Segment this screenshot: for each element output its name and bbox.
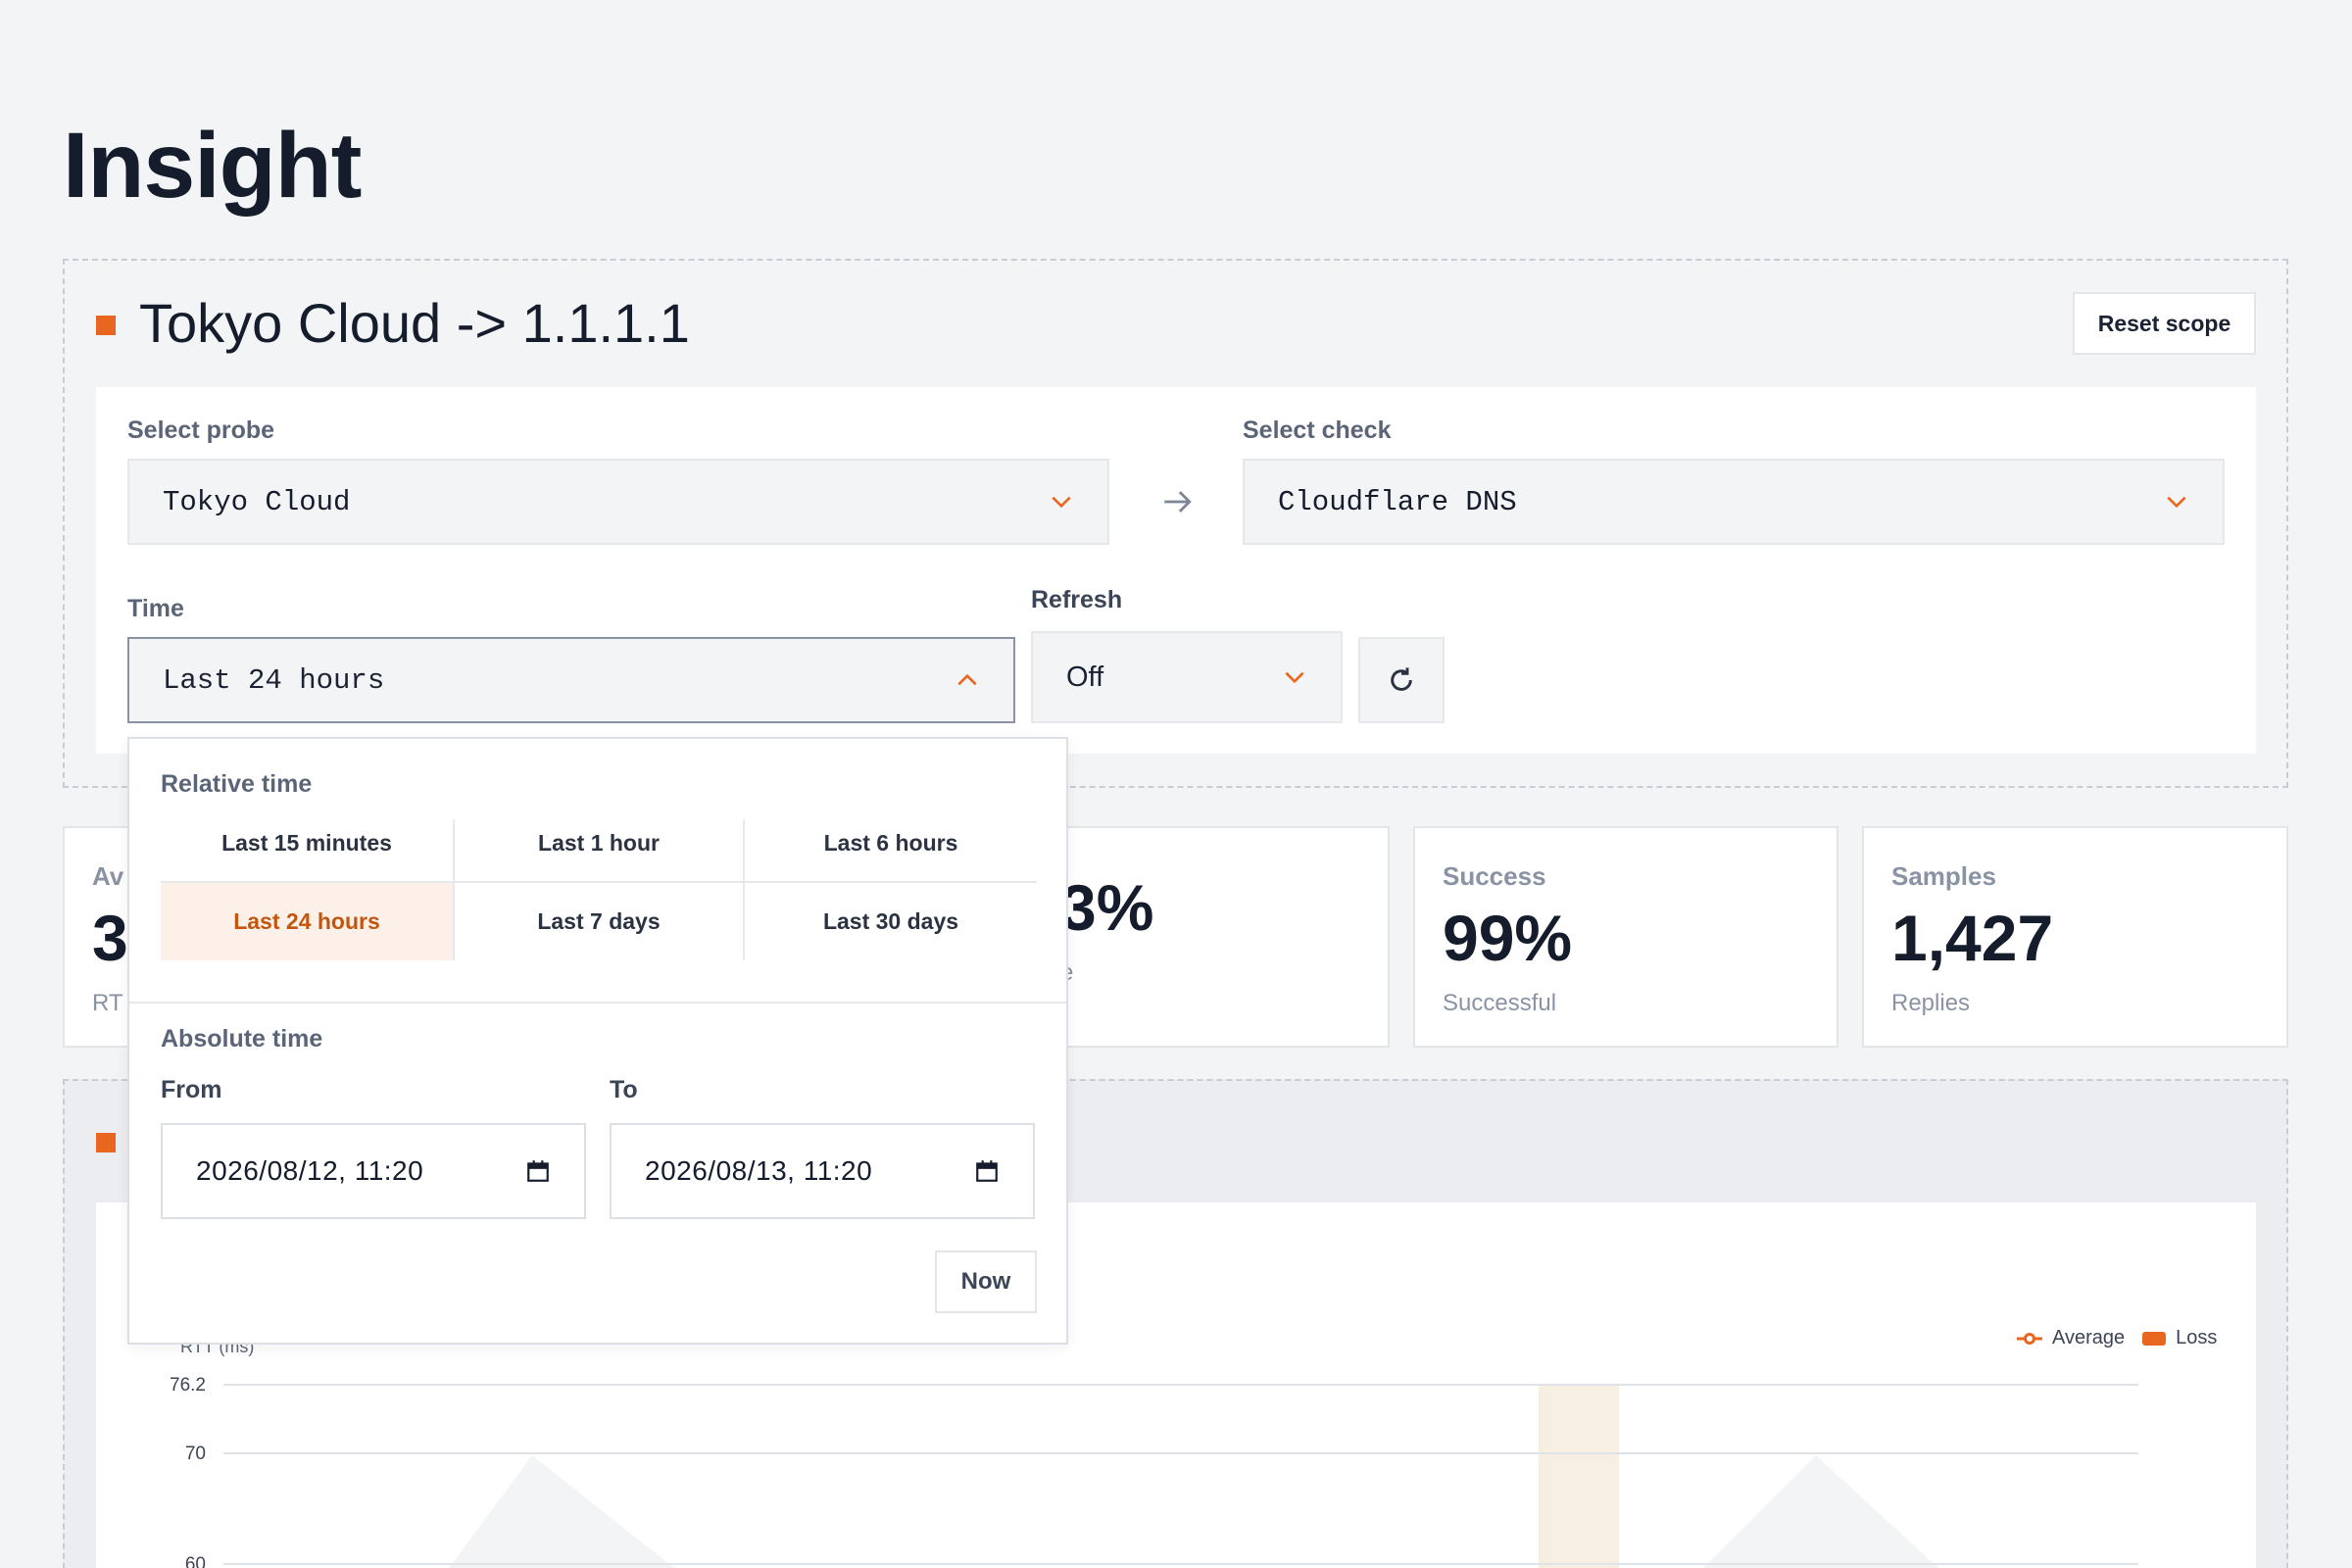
- y-tick-label: 60: [185, 1554, 206, 1568]
- scope-title: Tokyo Cloud -> 1.1.1.1: [139, 292, 690, 354]
- relative-time-label: Relative time: [161, 770, 313, 798]
- stat-value: 1,427: [1891, 902, 2054, 974]
- legend-loss-label: Loss: [2176, 1327, 2218, 1348]
- check-label: Select check: [1243, 416, 1392, 444]
- stat-sub: e: [1060, 959, 1360, 987]
- chart-marker-icon: [96, 1133, 116, 1152]
- check-select[interactable]: Cloudflare DNS: [1243, 459, 2225, 545]
- chevron-down-icon: [2167, 496, 2186, 509]
- absolute-time-label: Absolute time: [161, 1025, 323, 1053]
- refresh-label: Refresh: [1031, 586, 1123, 613]
- preset-last-15-minutes[interactable]: Last 15 minutes: [221, 829, 392, 856]
- reset-scope-button[interactable]: Reset scope: [2073, 292, 2256, 355]
- time-label: Time: [127, 595, 184, 622]
- now-button[interactable]: Now: [935, 1250, 1037, 1313]
- refresh-value: Off: [1066, 661, 1104, 693]
- preset-last-24-hours[interactable]: Last 24 hours: [161, 882, 453, 960]
- calendar-icon[interactable]: [525, 1158, 551, 1184]
- page-title: Insight: [63, 114, 362, 218]
- check-value: Cloudflare DNS: [1278, 485, 1517, 518]
- to-datetime-input[interactable]: 2026/08/13, 11:20: [610, 1123, 1035, 1219]
- preset-divider: [161, 881, 1037, 883]
- chart-legend: Average Loss: [2017, 1327, 2217, 1349]
- y-tick-label: 70: [185, 1444, 206, 1464]
- to-label: To: [610, 1076, 638, 1103]
- stat-label: Av: [92, 861, 124, 891]
- stat-sub: Successful: [1443, 990, 1557, 1016]
- refresh-button[interactable]: [1358, 637, 1445, 723]
- stat-label: Samples: [1891, 861, 1996, 891]
- chevron-up-icon: [957, 673, 977, 686]
- preset-divider: [743, 819, 745, 960]
- time-value: Last 24 hours: [163, 663, 385, 697]
- scope-panel: [63, 259, 2288, 788]
- preset-last-7-days[interactable]: Last 7 days: [537, 907, 661, 934]
- time-range-dropdown: Relative time Last 15 minutes Last 1 hou…: [127, 737, 1068, 1345]
- stat-sub: Replies: [1891, 990, 1971, 1016]
- from-datetime-input[interactable]: 2026/08/12, 11:20: [161, 1123, 586, 1219]
- y-tick-label: 76.2: [170, 1375, 206, 1396]
- to-datetime-value: 2026/08/13, 11:20: [645, 1155, 873, 1186]
- from-label: From: [161, 1076, 222, 1103]
- stat-value: 3%: [1060, 871, 1154, 944]
- stat-sub: RT: [92, 990, 123, 1016]
- preset-last-6-hours[interactable]: Last 6 hours: [823, 829, 958, 856]
- probe-value: Tokyo Cloud: [163, 485, 351, 518]
- preset-last-30-days[interactable]: Last 30 days: [822, 907, 959, 934]
- chevron-down-icon: [1285, 671, 1304, 684]
- probe-select[interactable]: Tokyo Cloud: [127, 459, 1109, 545]
- preset-last-1-hour[interactable]: Last 1 hour: [538, 829, 660, 856]
- stat-card-success: Success 99% Successful: [1413, 826, 1838, 1048]
- refresh-icon: [1391, 667, 1412, 691]
- preset-divider: [453, 819, 455, 960]
- calendar-icon[interactable]: [974, 1158, 1000, 1184]
- rtt-peak-1: [449, 1455, 674, 1568]
- stat-value: 99%: [1443, 902, 1573, 974]
- from-datetime-value: 2026/08/12, 11:20: [196, 1155, 424, 1186]
- rtt-peak-2: [1703, 1455, 1938, 1568]
- legend-loss-icon: [2142, 1331, 2167, 1346]
- time-select[interactable]: Last 24 hours: [127, 637, 1015, 723]
- section-divider: [129, 1002, 1066, 1004]
- scope-marker-icon: [96, 316, 116, 335]
- chevron-down-icon: [1052, 496, 1071, 509]
- legend-average-label: Average: [2052, 1327, 2126, 1348]
- probe-label: Select probe: [127, 416, 275, 444]
- stat-card-samples: Samples 1,427 Replies: [1862, 826, 2288, 1048]
- refresh-select[interactable]: Off: [1031, 631, 1343, 723]
- loss-band: [1539, 1385, 1619, 1568]
- stat-label: Success: [1443, 861, 1546, 891]
- legend-average-icon: [2017, 1332, 2042, 1345]
- stat-value: 3: [92, 902, 128, 974]
- arrow-right-icon: [1164, 491, 1192, 513]
